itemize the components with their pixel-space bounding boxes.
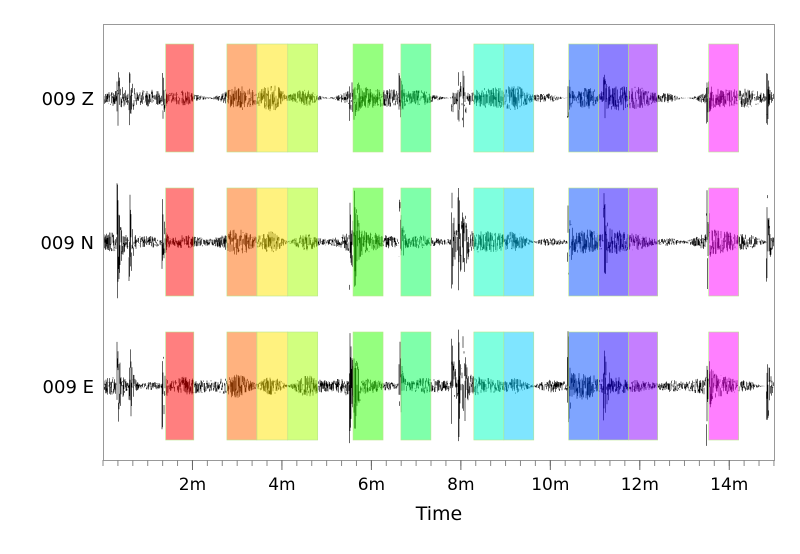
time-window[interactable] [473, 43, 505, 153]
time-window[interactable] [256, 187, 289, 297]
time-window[interactable] [352, 331, 384, 441]
time-window[interactable] [708, 187, 739, 297]
time-window[interactable] [598, 43, 629, 153]
time-window[interactable] [503, 331, 535, 441]
x-tick-label: 10m [531, 475, 569, 495]
time-window[interactable] [165, 187, 195, 297]
time-window[interactable] [708, 43, 739, 153]
time-window[interactable] [628, 331, 658, 441]
time-window[interactable] [568, 43, 599, 153]
time-window[interactable] [400, 187, 432, 297]
time-window[interactable] [568, 331, 599, 441]
time-window[interactable] [598, 187, 629, 297]
time-window[interactable] [400, 331, 432, 441]
time-window[interactable] [628, 187, 658, 297]
trace-009-n [103, 183, 774, 299]
time-window[interactable] [708, 331, 739, 441]
trace-009-z [103, 70, 774, 128]
time-window[interactable] [226, 43, 258, 153]
time-window[interactable] [287, 43, 319, 153]
channel-label: 009 Z [42, 89, 94, 110]
time-window[interactable] [503, 187, 535, 297]
time-window[interactable] [568, 187, 599, 297]
time-windows [165, 43, 739, 441]
x-tick-label: 2m [179, 475, 206, 495]
trace-009-e [103, 329, 774, 446]
time-window[interactable] [226, 331, 258, 441]
x-tick-label: 6m [358, 475, 385, 495]
x-tick-label: 14m [710, 475, 748, 495]
time-window[interactable] [226, 187, 258, 297]
x-tick-label: 4m [268, 475, 295, 495]
time-window[interactable] [352, 43, 384, 153]
x-tick-label: 12m [621, 475, 659, 495]
time-window[interactable] [400, 43, 432, 153]
x-axis-label: Time [415, 503, 463, 525]
time-window[interactable] [503, 43, 535, 153]
channel-labels: 009 Z 009 N 009 E [40, 89, 94, 398]
time-window[interactable] [352, 187, 384, 297]
time-window[interactable] [165, 331, 195, 441]
time-window[interactable] [628, 43, 658, 153]
channel-label: 009 E [43, 377, 94, 398]
time-window[interactable] [287, 187, 319, 297]
time-window[interactable] [473, 331, 505, 441]
time-window[interactable] [473, 187, 505, 297]
time-window[interactable] [165, 43, 195, 153]
channel-label: 009 N [40, 233, 94, 254]
time-window[interactable] [598, 331, 629, 441]
time-window[interactable] [256, 43, 289, 153]
traces [103, 70, 774, 446]
x-tick-label: 8m [447, 475, 474, 495]
x-axis-ticks: 2m 4m 6m 8m 10m 12m 14m [102, 460, 775, 495]
time-window[interactable] [256, 331, 289, 441]
plot-frame [103, 24, 775, 461]
time-window[interactable] [287, 331, 319, 441]
